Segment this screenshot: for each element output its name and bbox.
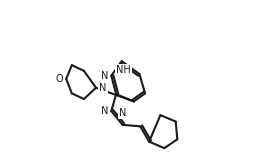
Text: N: N (99, 83, 107, 93)
Text: NH: NH (116, 65, 131, 75)
Text: N: N (101, 106, 108, 116)
Text: N: N (101, 71, 108, 81)
Text: O: O (55, 74, 63, 84)
Text: N: N (119, 108, 126, 118)
